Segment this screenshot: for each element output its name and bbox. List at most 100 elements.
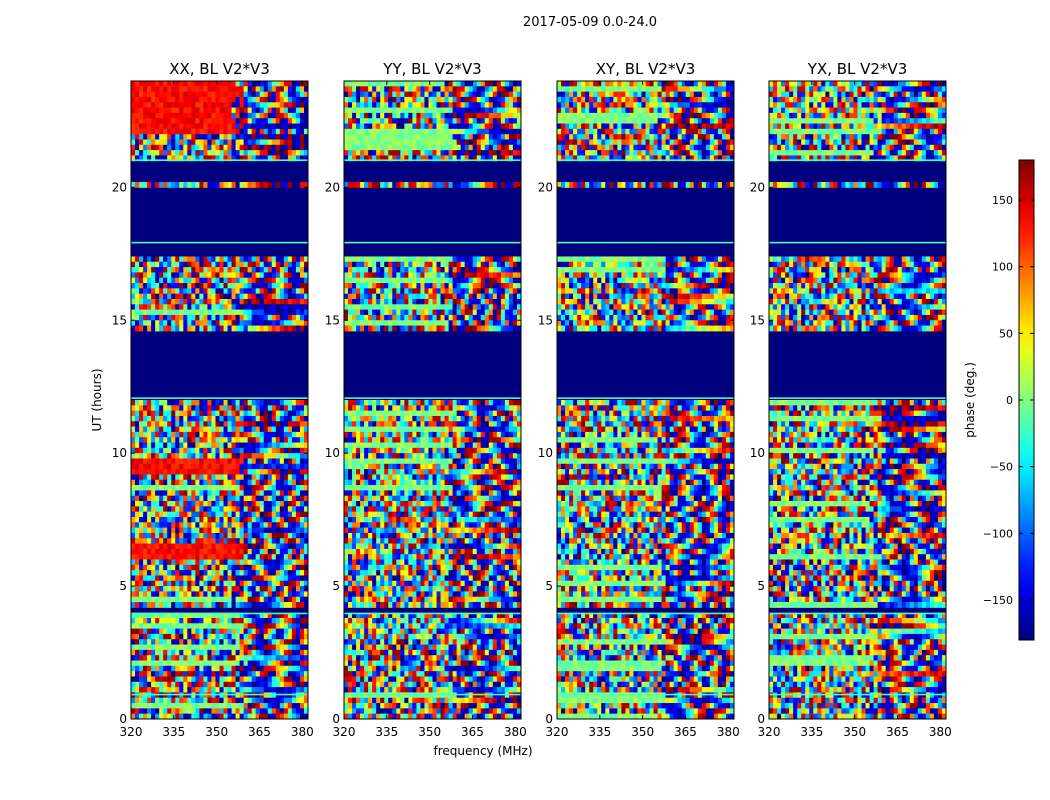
phase-cell [263, 532, 269, 539]
phase-cell [263, 522, 269, 529]
phase-cell [151, 277, 156, 284]
phase-cell [259, 309, 265, 316]
phase-cell [195, 325, 200, 332]
phase-cell [147, 575, 152, 582]
phase-cell [187, 660, 192, 667]
phase-cell [163, 128, 168, 135]
phase-cell [259, 400, 265, 406]
phase-cell [155, 293, 160, 300]
phase-cell [215, 91, 220, 98]
phase-cell [295, 708, 301, 715]
phase-cell [191, 543, 196, 550]
phase-cell [187, 134, 192, 140]
phase-cell [412, 182, 417, 188]
phase-cell [255, 421, 261, 428]
phase-cell [199, 96, 204, 103]
phase-cell [251, 272, 257, 279]
phase-cell [275, 548, 281, 555]
phase-cell [460, 91, 466, 98]
phase-cell [223, 527, 229, 534]
phase-cell [235, 532, 241, 539]
phase-cell [444, 261, 450, 268]
phase-cell [147, 516, 152, 523]
phase-cell [179, 564, 184, 571]
phase-cell [219, 697, 225, 704]
phase-cell [287, 304, 293, 311]
phase-cell [215, 182, 220, 188]
phase-cell [215, 708, 220, 715]
phase-cell [279, 81, 285, 87]
phase-cell [247, 277, 253, 284]
phase-cell [279, 564, 285, 571]
phase-cell [352, 139, 357, 146]
phase-cell [444, 123, 450, 130]
phase-cell [416, 261, 421, 268]
phase-cell [211, 687, 216, 693]
phase-cell [239, 495, 245, 502]
phase-cell [183, 548, 188, 555]
phase-cell [239, 123, 245, 130]
phase-cell [187, 298, 192, 305]
phase-cell [267, 708, 273, 715]
phase-cell [191, 575, 196, 582]
phase-cell [380, 118, 385, 125]
phase-cell [231, 261, 237, 268]
phase-cell [223, 469, 229, 475]
phase-cell [428, 81, 433, 87]
phase-cell [151, 81, 156, 87]
phase-cell [255, 453, 261, 459]
phase-cell [392, 139, 397, 146]
phase-cell [155, 182, 160, 188]
phase-cell [135, 575, 140, 582]
phase-cell [139, 676, 144, 683]
phase-cell [295, 649, 301, 656]
phase-cell [251, 118, 257, 125]
phase-cell [271, 644, 277, 651]
phase-cell [235, 628, 241, 635]
phase-cell [159, 617, 164, 624]
phase-cell [279, 708, 285, 715]
phase-cell [420, 134, 425, 140]
phase-cell [271, 304, 277, 311]
phase-cell [275, 410, 281, 417]
phase-cell [295, 570, 301, 576]
phase-cell [151, 580, 156, 587]
phase-cell [163, 655, 168, 662]
phase-cell [392, 102, 397, 109]
phase-cell [231, 431, 237, 438]
phase-cell [283, 267, 289, 273]
phase-cell [299, 267, 305, 273]
phase-cell [203, 644, 208, 651]
phase-cell [163, 309, 168, 316]
phase-cell [271, 155, 277, 162]
phase-cell [380, 272, 385, 279]
phase-cell [392, 81, 397, 87]
phase-cell [195, 458, 200, 465]
phase-cell [287, 320, 293, 327]
phase-cell [191, 639, 196, 646]
phase-cell [267, 612, 273, 619]
phase-cell [239, 86, 245, 93]
phase-cell [295, 469, 301, 475]
phase-cell [139, 697, 144, 704]
phase-cell [187, 687, 192, 693]
phase-cell [251, 506, 257, 513]
phase-cell [259, 490, 265, 497]
phase-cell [155, 586, 160, 592]
phase-cell [476, 96, 482, 103]
phase-cell [488, 118, 494, 125]
phase-cell [183, 447, 188, 454]
phase-cell [436, 283, 442, 289]
phase-cell [287, 150, 293, 156]
phase-cell [275, 639, 281, 646]
phase-cell [255, 586, 261, 592]
phase-cell [267, 485, 273, 491]
phase-cell [139, 713, 144, 719]
phase-cell [404, 91, 409, 98]
phase-cell [207, 128, 212, 135]
phase-cell [504, 123, 510, 130]
phase-cell [255, 665, 261, 672]
phase-cell [231, 421, 237, 428]
phase-cell [179, 612, 184, 619]
phase-cell [303, 527, 308, 534]
